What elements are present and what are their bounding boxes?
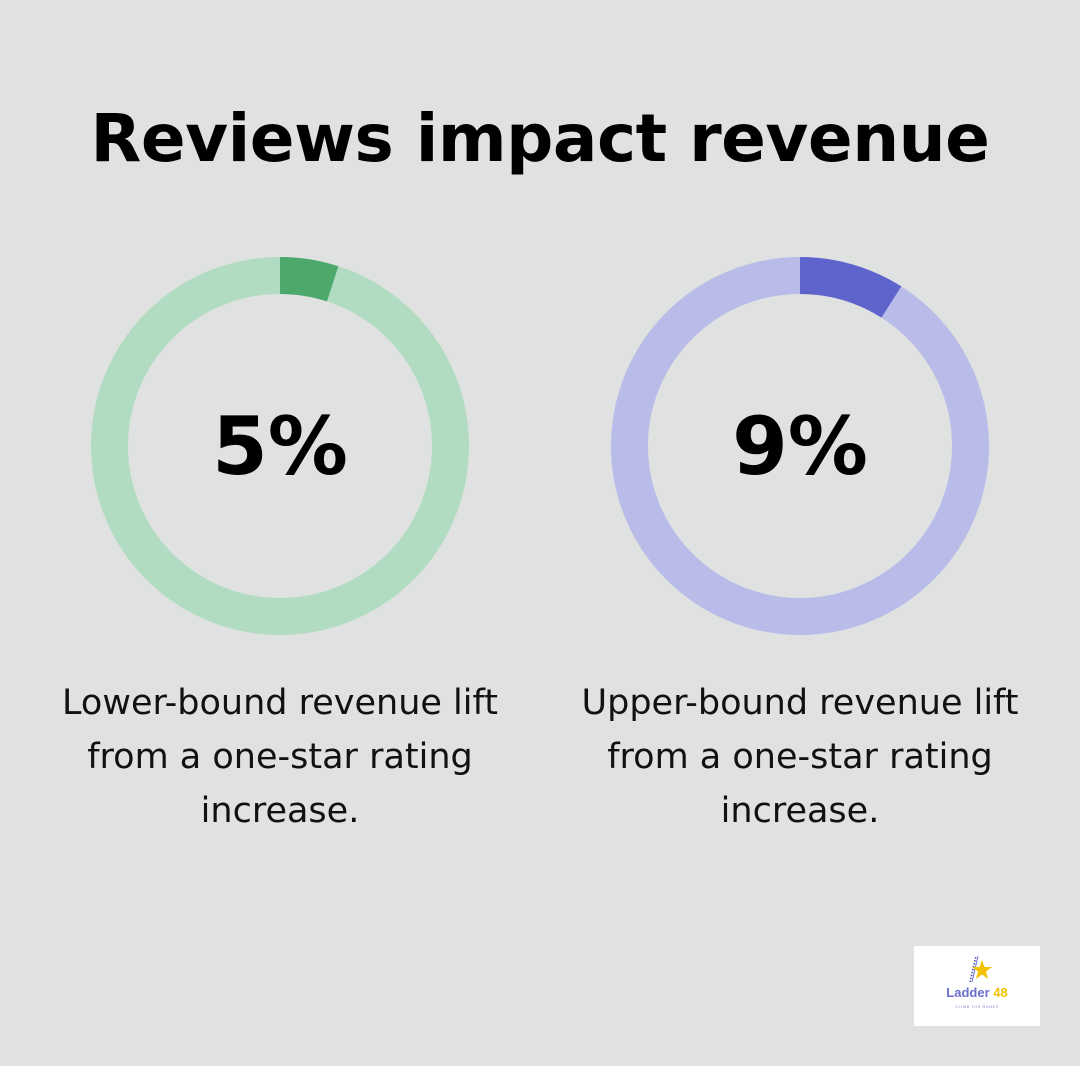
donut-chart-lower: 5% <box>91 257 469 635</box>
donut-ring-upper <box>611 257 989 635</box>
logo: Ladder 48 CLIMB THE RANKS <box>914 946 1040 1026</box>
donut-value-upper: 9% <box>732 399 868 493</box>
caption-lower: Lower-bound revenue lift from a one-star… <box>62 683 498 831</box>
logo-wordmark: Ladder 48 <box>946 985 1008 1000</box>
logo-tagline: CLIMB THE RANKS <box>955 1004 999 1009</box>
donut-ring-lower <box>91 257 469 635</box>
caption-upper: Upper-bound revenue lift from a one-star… <box>581 683 1019 831</box>
donut-chart-upper: 9% <box>611 257 989 635</box>
donut-value-lower: 5% <box>212 399 348 493</box>
star-ladder-icon <box>969 955 992 983</box>
page-title: Reviews impact revenue <box>90 100 990 177</box>
